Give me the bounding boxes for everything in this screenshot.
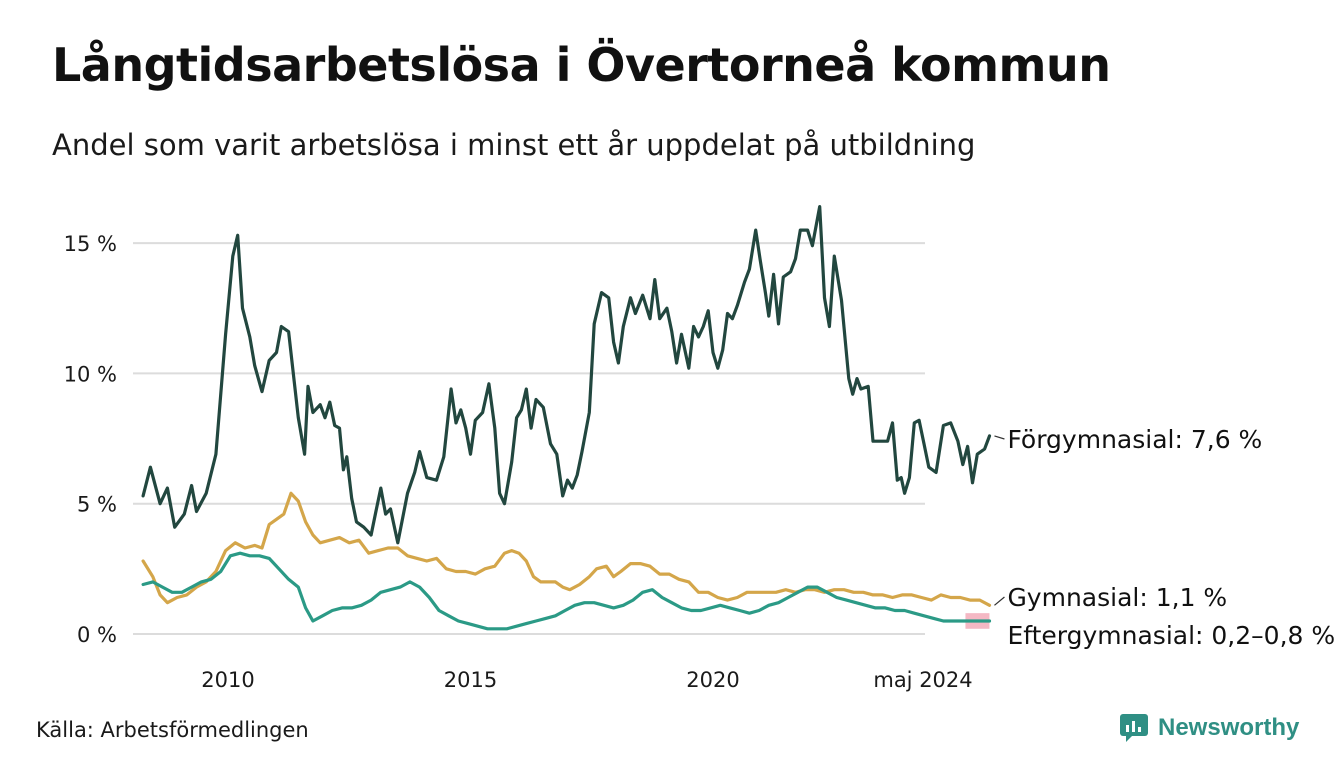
- gridlines: [133, 242, 925, 635]
- label-leader-line: [994, 435, 1005, 440]
- source-note: Källa: Arbetsförmedlingen: [36, 718, 309, 742]
- series-line-förgymnasial: [141, 205, 992, 545]
- series-label: Förgymnasial: 7,6 %: [1007, 425, 1262, 454]
- chart-subtitle: Andel som varit arbetslösa i minst ett å…: [52, 128, 976, 162]
- x-tick-label: maj 2024: [873, 668, 972, 692]
- y-tick-label: 10 %: [64, 362, 117, 386]
- series-line-gymnasial: [141, 491, 992, 607]
- x-tick-label: 2015: [444, 668, 497, 692]
- series-label: Eftergymnasial: 0,2–0,8 %: [1007, 621, 1335, 650]
- y-tick-label: 15 %: [64, 232, 117, 256]
- series-lines: [141, 205, 992, 631]
- x-tick-label: 2020: [686, 668, 739, 692]
- y-tick-label: 5 %: [77, 493, 117, 517]
- y-axis-ticks: 0 % 5 % 10 % 15 %: [64, 232, 117, 647]
- brand-name: Newsworthy: [1158, 714, 1300, 741]
- brand-logo[interactable]: Newsworthy: [1118, 712, 1299, 744]
- label-leader-line: [994, 596, 1005, 606]
- x-tick-label: 2010: [201, 668, 254, 692]
- series-label: Gymnasial: 1,1 %: [1007, 583, 1227, 612]
- series-labels: Gymnasial: 1,1 % Eftergymnasial: 0,2–0,8 …: [994, 425, 1335, 650]
- chart-title: Långtidsarbetslösa i Övertorneå kommun: [52, 38, 1111, 92]
- x-axis-ticks: 2010 2015 2020 maj 2024: [201, 668, 972, 692]
- series-line-eftergymnasial: [141, 551, 992, 631]
- y-tick-label: 0 %: [77, 623, 117, 647]
- newsworthy-logo-icon: [1120, 714, 1148, 742]
